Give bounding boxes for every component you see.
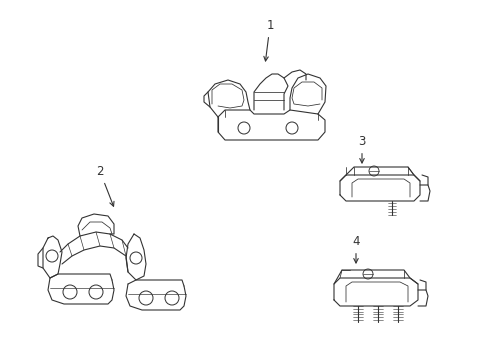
Text: 1: 1: [264, 19, 273, 61]
Text: 4: 4: [351, 235, 359, 263]
Text: 2: 2: [96, 165, 114, 206]
Text: 3: 3: [358, 135, 365, 163]
